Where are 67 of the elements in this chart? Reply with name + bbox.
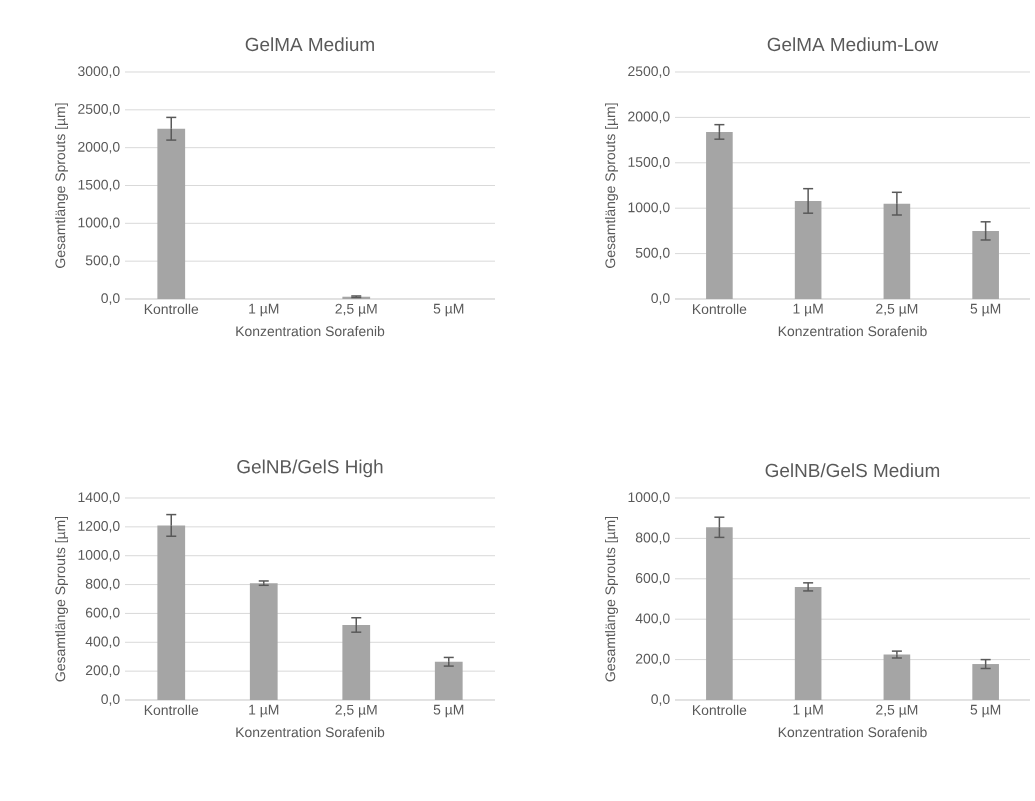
x-tick-label: 2,5 µM [876,303,918,317]
bar [794,200,822,299]
y-tick-label: 400,0 [85,636,120,649]
y-tick-label: 200,0 [85,665,120,677]
y-tick-label: 800,0 [85,578,120,591]
bar [883,203,911,299]
y-tick-label: 1000,0 [78,217,120,230]
x-tick-label: 1 µM [793,303,823,317]
y-tick-label: 1000,0 [78,549,120,562]
x-tick-label: 2,5 µM [876,704,918,718]
y-tick-label: 1500,0 [628,157,670,169]
x-tick-label: 1 µM [249,303,279,317]
bar [434,661,463,700]
y-axis-title: Gesamtlänge Sprouts [µm] [605,516,618,682]
y-tick-label: 500,0 [635,247,670,260]
y-tick-label: 3000,0 [78,66,120,78]
y-tick-label: 0,0 [651,293,670,305]
x-tick-label: Kontrolle [144,303,199,315]
y-tick-label: 600,0 [635,573,670,585]
bar [972,230,999,299]
x-tick-label: 5 µM [970,704,1001,718]
y-tick-label: 1000,0 [628,492,670,504]
y-tick-label: 800,0 [635,532,670,545]
y-tick-label: 500,0 [85,255,120,267]
y-tick-label: 200,0 [635,653,670,666]
x-tick-label: Kontrolle [693,303,747,315]
bar [157,525,186,700]
x-axis-title: Konzentration Sorafenib [236,325,385,337]
y-tick-label: 0,0 [101,694,120,706]
x-tick-label: 2,5 µM [335,704,377,718]
bar [706,527,733,700]
y-tick-label: 1400,0 [78,492,120,504]
x-tick-label: 5 µM [433,303,464,317]
x-axis-title: Konzentration Sorafenib [778,325,927,337]
y-tick-label: 0,0 [651,694,670,706]
x-tick-label: 2,5 µM [335,303,377,317]
bar [342,624,371,700]
x-axis-title: Konzentration Sorafenib [236,726,385,738]
x-tick-label: Kontrolle [693,704,747,716]
y-tick-label: 1500,0 [78,179,120,192]
chart-title: GelMA Medium-Low [767,37,939,52]
chart-title: GelMA Medium [245,37,374,52]
bar [249,583,278,700]
y-tick-label: 2500,0 [78,104,120,116]
y-tick-label: 400,0 [635,613,670,625]
y-tick-label: 2000,0 [628,111,670,124]
bar [972,664,999,700]
x-axis-title: Konzentration Sorafenib [778,726,927,738]
x-tick-label: Kontrolle [144,704,199,716]
bar [706,131,733,299]
chart-title: GelNB/GelS Medium [765,463,940,478]
chart-title: GelNB/GelS High [237,459,383,478]
y-tick-label: 2500,0 [628,66,670,78]
y-tick-label: 0,0 [101,293,120,305]
y-tick-label: 2000,0 [78,141,120,154]
x-tick-label: 5 µM [433,704,464,718]
x-tick-label: 1 µM [249,704,279,718]
y-tick-label: 600,0 [85,607,120,620]
y-tick-label: 1000,0 [628,202,670,214]
y-axis-title: Gesamtlänge Sprouts [µm] [54,516,68,682]
bar [794,586,822,700]
y-tick-label: 1200,0 [78,521,120,533]
bar [883,654,911,700]
x-tick-label: 5 µM [970,303,1001,317]
y-axis-title: Gesamtlänge Sprouts [µm] [605,103,618,268]
x-tick-label: 1 µM [793,704,823,718]
y-axis-title: Gesamtlänge Sprouts [µm] [54,103,68,268]
